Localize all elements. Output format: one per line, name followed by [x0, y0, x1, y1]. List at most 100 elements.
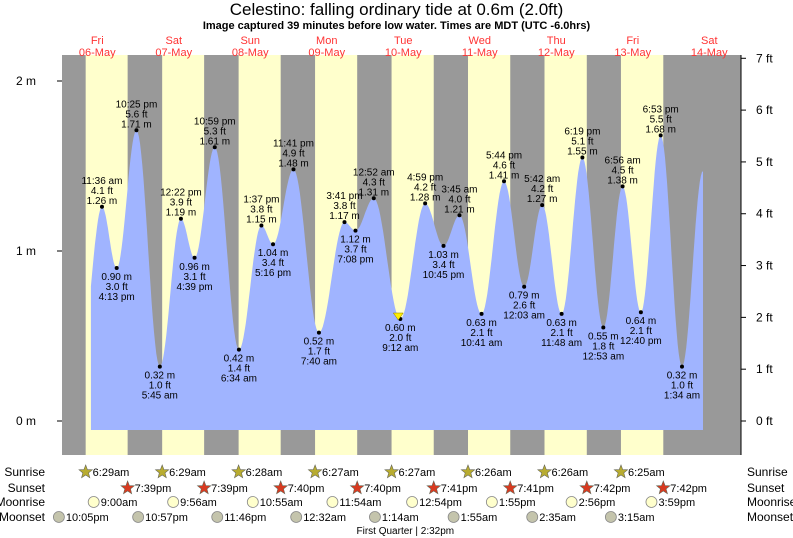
moonset-time: 2:35am — [539, 512, 576, 524]
moonset-icon — [526, 511, 539, 523]
current-level-marker — [392, 312, 404, 321]
high-tide-feet: 4.2 ft — [531, 184, 553, 195]
high-tide-feet: 5.1 ft — [571, 137, 593, 148]
low-tide-feet: 2.1 ft — [470, 328, 492, 339]
low-tide-time: 6:34 am — [221, 374, 257, 385]
sunset-star-icon — [655, 480, 671, 495]
low-tide-point — [236, 347, 241, 352]
high-tide-feet: 3.8 ft — [333, 201, 355, 212]
low-tide-feet: 2.0 ft — [389, 333, 411, 344]
low-tide-feet: 3.1 ft — [183, 272, 205, 283]
sunset-time: 7:40pm — [288, 483, 325, 495]
moonrise-row-label: Moonrise — [0, 495, 45, 509]
high-tide-point — [259, 223, 264, 228]
low-tide-meters: 0.32 m — [667, 371, 698, 382]
low-tide-time: 7:08 pm — [337, 255, 373, 266]
sunrise-row-label: Sunrise — [4, 465, 45, 479]
high-tide-point — [620, 184, 625, 189]
day-date-label: 08-May — [232, 47, 269, 59]
moonrise-time: 9:56am — [180, 497, 217, 509]
low-tide-point — [353, 228, 358, 233]
high-tide-feet: 4.9 ft — [282, 148, 304, 159]
right-axis-label: 1 ft — [756, 362, 773, 376]
low-tide-point — [271, 242, 276, 247]
sunrise-star-icon — [78, 464, 94, 479]
high-tide-feet: 4.3 ft — [363, 177, 385, 188]
right-axis-label: 6 ft — [756, 103, 773, 117]
low-tide-point — [638, 310, 643, 315]
low-tide-point — [316, 330, 321, 335]
low-tide-time: 1:34 am — [664, 391, 700, 402]
high-tide-meters: 1.27 m — [527, 194, 558, 205]
low-tide-meters: 1.03 m — [428, 250, 459, 261]
low-tide-time: 4:13 pm — [99, 292, 135, 303]
moonset-time: 1:55am — [461, 512, 498, 524]
low-tide-meters: 0.63 m — [466, 318, 497, 329]
low-tide-feet: 3.0 ft — [106, 282, 128, 293]
moonrise-time: 9:00am — [101, 497, 138, 509]
high-tide-feet: 5.5 ft — [650, 114, 672, 125]
day-date-label: 09-May — [308, 47, 345, 59]
moonrise-icon — [87, 496, 100, 508]
moonrise-icon — [167, 496, 180, 508]
high-tide-feet: 5.6 ft — [125, 109, 147, 120]
sunrise-time: 6:27am — [399, 467, 436, 479]
left-axis-label: 1 m — [16, 244, 36, 258]
low-tide-feet: 2.6 ft — [513, 301, 535, 312]
low-tide-meters: 0.64 m — [626, 316, 657, 327]
moonrise-icon — [485, 496, 498, 508]
low-tide-point — [679, 364, 684, 369]
sunrise-time: 6:25am — [628, 467, 665, 479]
low-tide-feet: 1.0 ft — [671, 381, 693, 392]
high-tide-meters: 1.21 m — [444, 204, 475, 215]
high-tide-meters: 1.26 m — [87, 196, 118, 207]
low-tide-feet: 1.7 ft — [308, 347, 330, 358]
day-date-label: 10-May — [385, 47, 422, 59]
low-tide-time: 12:03 am — [503, 311, 545, 322]
high-tide-feet: 3.8 ft — [250, 205, 272, 216]
moonset-icon — [52, 511, 65, 523]
sunrise-star-icon — [231, 464, 247, 479]
low-tide-feet: 1.8 ft — [592, 342, 614, 353]
low-tide-point — [479, 311, 484, 316]
high-tide-point — [457, 213, 462, 218]
high-tide-time: 10:25 pm — [116, 99, 158, 110]
moonset-time: 12:32am — [303, 512, 346, 524]
moonrise-icon — [246, 496, 259, 508]
sunset-row-label: Sunset — [8, 481, 46, 495]
high-tide-meters: 1.38 m — [607, 175, 638, 186]
low-tide-time: 12:53 am — [582, 352, 624, 363]
high-tide-meters: 1.31 m — [358, 187, 389, 198]
high-tide-meters: 1.68 m — [645, 124, 676, 135]
high-tide-point — [178, 216, 183, 221]
high-tide-time: 10:59 pm — [194, 116, 236, 127]
day-date-label: 14-May — [691, 47, 728, 59]
low-tide-point — [157, 364, 162, 369]
moonset-row-label: Moonset — [0, 510, 46, 524]
sunset-time: 7:40pm — [364, 483, 401, 495]
sunset-star-icon — [273, 480, 289, 495]
moonset-icon — [132, 511, 145, 523]
high-tide-point — [540, 203, 545, 208]
day-weekday-label: Fri — [626, 35, 639, 47]
low-tide-point — [192, 255, 197, 260]
low-tide-feet: 3.4 ft — [432, 260, 454, 271]
page-title: Celestino: falling ordinary tide at 0.6m… — [229, 0, 564, 19]
sunset-star-icon — [579, 480, 595, 495]
high-tide-point — [291, 167, 296, 172]
high-tide-meters: 1.41 m — [489, 170, 520, 181]
sunset-star-icon — [426, 480, 442, 495]
moonrise-icon — [326, 496, 339, 508]
moonset-time: 10:05pm — [66, 512, 109, 524]
low-tide-meters: 0.96 m — [179, 262, 210, 273]
low-tide-time: 5:16 pm — [255, 268, 291, 279]
day-date-label: 07-May — [155, 47, 192, 59]
low-tide-meters: 0.90 m — [101, 272, 132, 283]
sunset-time: 7:39pm — [135, 483, 172, 495]
moonrise-time: 2:56pm — [579, 497, 616, 509]
high-tide-time: 5:44 pm — [486, 150, 522, 161]
high-tide-feet: 4.6 ft — [493, 160, 515, 171]
sunrise-time: 6:27am — [322, 467, 359, 479]
high-tide-point — [342, 220, 347, 225]
left-axis-label: 0 m — [16, 414, 36, 428]
